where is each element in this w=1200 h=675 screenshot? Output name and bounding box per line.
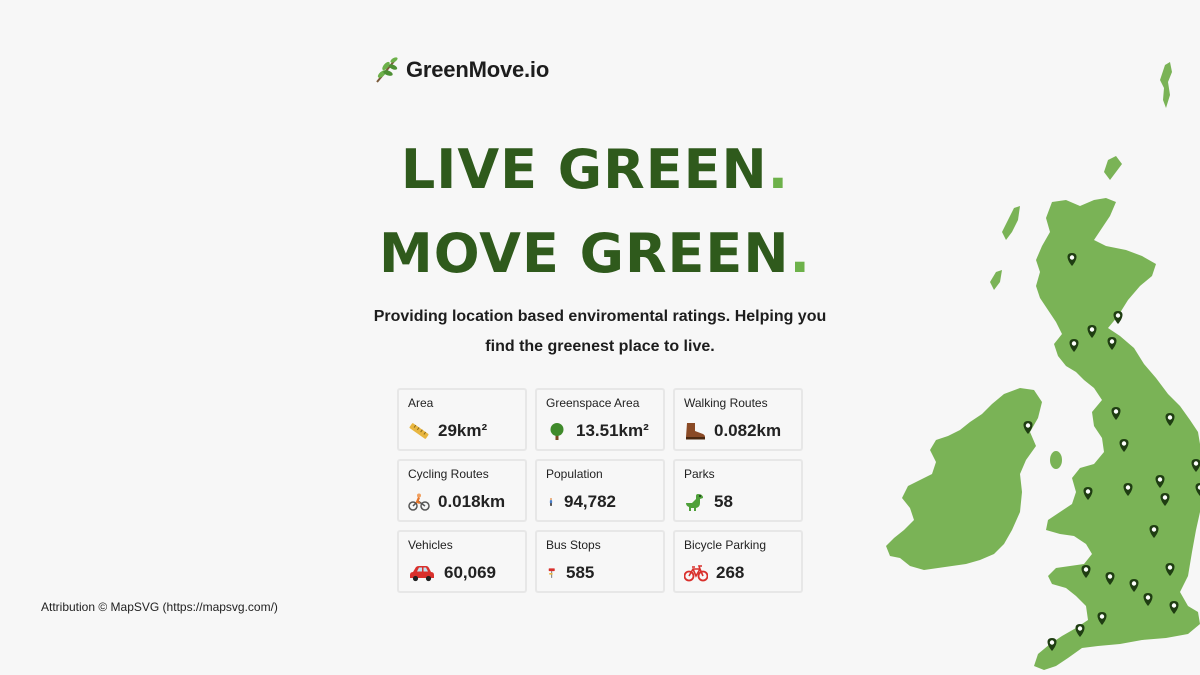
location-pin-icon[interactable]: [1113, 311, 1123, 324]
location-pin-icon[interactable]: [1191, 459, 1200, 472]
stat-card-bus-stops: Bus Stops 585: [535, 530, 665, 593]
stat-card-parks: Parks 58: [673, 459, 803, 522]
headline-dot-1: .: [767, 138, 790, 201]
cyclist-icon: [408, 493, 430, 511]
location-pin-icon[interactable]: [1075, 624, 1085, 637]
stat-label: Walking Routes: [684, 396, 768, 410]
location-pin-icon[interactable]: [1149, 525, 1159, 538]
location-pin-icon[interactable]: [1119, 439, 1129, 452]
stat-label: Population: [546, 467, 603, 481]
tree-icon: [550, 423, 564, 440]
location-pin-icon[interactable]: [1111, 407, 1121, 420]
location-pin-icon[interactable]: [1195, 483, 1200, 496]
map-landmass: [886, 62, 1200, 670]
stat-card-population: Population 94,782: [535, 459, 665, 522]
location-pin-icon[interactable]: [1165, 413, 1175, 426]
location-pin-icon[interactable]: [1067, 253, 1077, 266]
location-pin-icon[interactable]: [1129, 579, 1139, 592]
brand-name: GreenMove.io: [406, 57, 550, 82]
stat-card-area: Area 29km²: [397, 388, 527, 451]
stat-label: Cycling Routes: [408, 467, 489, 481]
stat-card-greenspace: Greenspace Area 13.51km²: [535, 388, 665, 451]
hiking-boot-icon: [686, 423, 705, 440]
uk-map: [886, 62, 1200, 670]
stat-label: Bicycle Parking: [684, 538, 767, 552]
dinosaur-icon: [686, 494, 703, 511]
stat-value: 13.51km²: [576, 421, 649, 440]
location-pin-icon[interactable]: [1165, 563, 1175, 576]
logo[interactable]: GreenMove.io: [374, 56, 549, 84]
car-icon: [410, 566, 434, 582]
stat-value: 29km²: [438, 421, 488, 440]
bus-stop-icon: [548, 568, 555, 578]
stat-value: 585: [566, 563, 595, 582]
headline-text-1: LIVE GREEN: [400, 138, 768, 201]
tagline: Providing location based enviromental ra…: [373, 308, 827, 355]
stat-card-walking: Walking Routes 0.082km: [673, 388, 803, 451]
location-pin-icon[interactable]: [1047, 638, 1057, 651]
location-pin-icon[interactable]: [1107, 337, 1117, 350]
location-pin-icon[interactable]: [1081, 565, 1091, 578]
stat-label: Greenspace Area: [546, 396, 640, 410]
headline-dot-2: .: [789, 222, 812, 285]
location-pin-icon[interactable]: [1143, 593, 1153, 606]
location-pin-icon[interactable]: [1160, 493, 1170, 506]
stat-value: 60,069: [444, 563, 496, 582]
stat-card-cycling: Cycling Routes 0.018km: [397, 459, 527, 522]
location-pin-icon[interactable]: [1123, 483, 1133, 496]
location-pin-icon[interactable]: [1155, 475, 1165, 488]
bicycle-icon: [684, 565, 708, 582]
stat-value: 94,782: [564, 492, 616, 511]
stats-grid: Area 29km² Greenspace Area 13.51km² Walk…: [397, 388, 803, 593]
stat-label: Vehicles: [408, 538, 453, 552]
stat-label: Bus Stops: [546, 538, 601, 552]
location-pin-icon[interactable]: [1069, 339, 1079, 352]
stat-value: 58: [714, 492, 733, 511]
stat-value: 268: [716, 563, 745, 582]
stat-card-bicycle-parking: Bicycle Parking 268: [673, 530, 803, 593]
ruler-icon: [409, 423, 429, 439]
map-attribution: Attribution © MapSVG (https://mapsvg.com…: [41, 600, 278, 614]
stat-value: 0.018km: [438, 492, 506, 511]
headline-line-1: LIVE GREEN.: [300, 138, 890, 201]
headline-text-2: MOVE GREEN: [378, 222, 790, 285]
location-pin-icon[interactable]: [1087, 325, 1097, 338]
leaf-branch-icon: [376, 57, 398, 83]
location-pin-icon[interactable]: [1083, 487, 1093, 500]
stat-card-vehicles: Vehicles 60,069: [397, 530, 527, 593]
location-pin-icon[interactable]: [1097, 612, 1107, 625]
stat-label: Parks: [684, 467, 715, 481]
headline-line-2: MOVE GREEN.: [300, 222, 890, 285]
location-pin-icon[interactable]: [1169, 601, 1179, 614]
location-pin-icon[interactable]: [1023, 421, 1033, 434]
stat-value: 0.082km: [714, 421, 782, 440]
location-pin-icon[interactable]: [1105, 572, 1115, 585]
person-icon: [549, 498, 553, 506]
stat-label: Area: [408, 396, 434, 410]
